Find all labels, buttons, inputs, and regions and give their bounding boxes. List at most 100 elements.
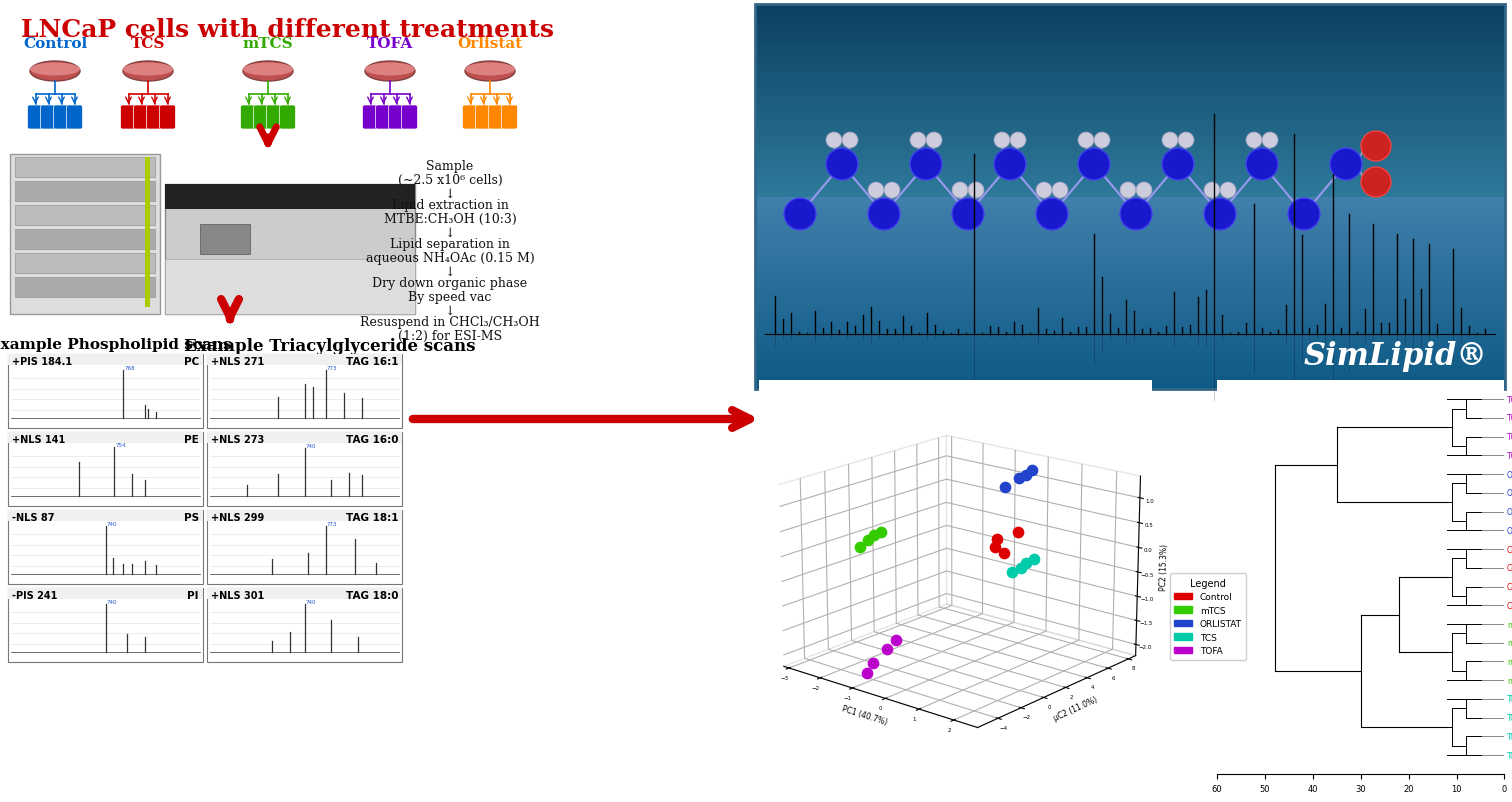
Circle shape — [1163, 133, 1178, 149]
Text: aqueous NH₄OAc (0.15 M): aqueous NH₄OAc (0.15 M) — [366, 252, 534, 265]
Text: Lipid extraction in: Lipid extraction in — [392, 199, 508, 212]
Bar — [754, 117, 1504, 118]
Bar — [754, 82, 1504, 83]
Bar — [754, 346, 1504, 347]
Circle shape — [1036, 199, 1067, 231]
Bar — [754, 192, 1504, 194]
Circle shape — [842, 133, 857, 149]
Bar — [754, 51, 1504, 52]
Text: TAG 18:0: TAG 18:0 — [346, 590, 398, 600]
Bar — [754, 184, 1504, 186]
Bar — [754, 144, 1504, 145]
Bar — [754, 102, 1504, 103]
Bar — [754, 63, 1504, 64]
Ellipse shape — [243, 63, 293, 76]
Bar — [754, 126, 1504, 127]
FancyBboxPatch shape — [53, 106, 70, 130]
Bar — [754, 85, 1504, 86]
Bar — [754, 257, 1504, 259]
Bar — [754, 118, 1504, 119]
Bar — [754, 354, 1504, 355]
Bar — [15, 253, 156, 273]
Bar — [754, 195, 1504, 196]
Bar — [754, 221, 1504, 223]
Bar — [754, 236, 1504, 237]
Bar — [8, 510, 203, 585]
Bar — [754, 125, 1504, 126]
Bar — [754, 162, 1504, 163]
Ellipse shape — [30, 62, 80, 82]
Bar — [754, 61, 1504, 62]
Text: 773: 773 — [327, 366, 337, 371]
Text: LNCaP cells with different treatments: LNCaP cells with different treatments — [21, 18, 553, 42]
Bar — [754, 129, 1504, 130]
Bar — [754, 241, 1504, 243]
Bar — [754, 190, 1504, 191]
Bar — [754, 100, 1504, 101]
Bar — [754, 206, 1504, 207]
Bar — [754, 341, 1504, 342]
Bar — [754, 228, 1504, 229]
Bar — [145, 158, 150, 308]
Bar — [754, 17, 1504, 18]
Bar — [754, 212, 1504, 213]
Bar — [754, 27, 1504, 28]
Bar — [754, 321, 1504, 322]
Text: mTCS: mTCS — [243, 37, 293, 51]
Bar — [754, 59, 1504, 60]
Bar — [754, 314, 1504, 316]
Bar — [754, 326, 1504, 327]
Text: -PIS 241: -PIS 241 — [12, 590, 57, 600]
Bar — [754, 388, 1504, 390]
Bar — [754, 55, 1504, 56]
Bar — [754, 86, 1504, 87]
Bar — [754, 309, 1504, 310]
Bar — [754, 380, 1504, 382]
Bar — [754, 166, 1504, 167]
Ellipse shape — [466, 63, 516, 76]
Ellipse shape — [243, 62, 293, 82]
Bar — [754, 67, 1504, 68]
Circle shape — [1052, 183, 1067, 199]
FancyBboxPatch shape — [254, 106, 269, 130]
FancyBboxPatch shape — [475, 106, 491, 130]
Bar — [754, 6, 1504, 7]
Bar — [754, 74, 1504, 75]
Bar — [754, 337, 1504, 338]
Bar — [754, 227, 1504, 228]
Bar — [754, 186, 1504, 187]
Bar — [754, 94, 1504, 95]
Circle shape — [910, 133, 925, 149]
Bar — [754, 99, 1504, 100]
Bar — [754, 8, 1504, 9]
Bar — [754, 259, 1504, 260]
Bar — [754, 175, 1504, 176]
Circle shape — [785, 199, 816, 231]
Bar — [754, 252, 1504, 253]
Text: ORLISTAT_rep4: ORLISTAT_rep4 — [1507, 470, 1512, 479]
Bar — [754, 150, 1504, 151]
Bar — [754, 301, 1504, 302]
Bar — [754, 80, 1504, 81]
Bar — [754, 107, 1504, 109]
Bar — [754, 33, 1504, 34]
Bar — [754, 371, 1504, 373]
FancyBboxPatch shape — [67, 106, 83, 130]
Bar — [754, 331, 1504, 333]
Circle shape — [1246, 133, 1263, 149]
Bar — [754, 124, 1504, 125]
Bar — [754, 52, 1504, 53]
Bar — [754, 349, 1504, 350]
Bar — [754, 53, 1504, 54]
Circle shape — [868, 199, 900, 231]
Bar — [754, 167, 1504, 168]
Bar — [754, 34, 1504, 35]
Bar — [754, 310, 1504, 312]
Circle shape — [1331, 149, 1362, 180]
Bar — [754, 11, 1504, 12]
Bar — [754, 84, 1504, 85]
Bar — [754, 329, 1504, 330]
Text: PE: PE — [184, 435, 200, 444]
Circle shape — [1361, 168, 1391, 198]
Bar — [754, 223, 1504, 224]
